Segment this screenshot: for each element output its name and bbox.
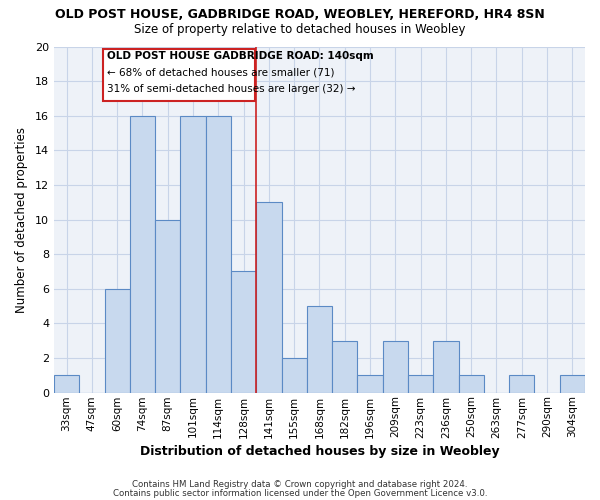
Bar — [130, 116, 155, 392]
Text: ← 68% of detached houses are smaller (71): ← 68% of detached houses are smaller (71… — [107, 68, 335, 78]
Text: Contains public sector information licensed under the Open Government Licence v3: Contains public sector information licen… — [113, 488, 487, 498]
Bar — [256, 202, 281, 392]
Bar — [231, 272, 256, 392]
Text: OLD POST HOUSE, GADBRIDGE ROAD, WEOBLEY, HEREFORD, HR4 8SN: OLD POST HOUSE, GADBRIDGE ROAD, WEOBLEY,… — [55, 8, 545, 20]
Bar — [433, 340, 458, 392]
Bar — [206, 116, 231, 392]
Bar — [54, 376, 79, 392]
Y-axis label: Number of detached properties: Number of detached properties — [15, 126, 28, 312]
X-axis label: Distribution of detached houses by size in Weobley: Distribution of detached houses by size … — [140, 444, 499, 458]
Bar — [509, 376, 535, 392]
Bar — [281, 358, 307, 392]
Bar — [307, 306, 332, 392]
Bar — [458, 376, 484, 392]
Text: OLD POST HOUSE GADBRIDGE ROAD: 140sqm: OLD POST HOUSE GADBRIDGE ROAD: 140sqm — [107, 51, 374, 61]
Bar — [383, 340, 408, 392]
Bar — [332, 340, 358, 392]
Bar — [560, 376, 585, 392]
Bar — [155, 220, 181, 392]
Text: Contains HM Land Registry data © Crown copyright and database right 2024.: Contains HM Land Registry data © Crown c… — [132, 480, 468, 489]
Bar — [104, 289, 130, 393]
Bar — [408, 376, 433, 392]
Bar — [181, 116, 206, 392]
Text: 31% of semi-detached houses are larger (32) →: 31% of semi-detached houses are larger (… — [107, 84, 356, 94]
FancyBboxPatch shape — [103, 49, 255, 101]
Bar — [358, 376, 383, 392]
Text: Size of property relative to detached houses in Weobley: Size of property relative to detached ho… — [134, 22, 466, 36]
